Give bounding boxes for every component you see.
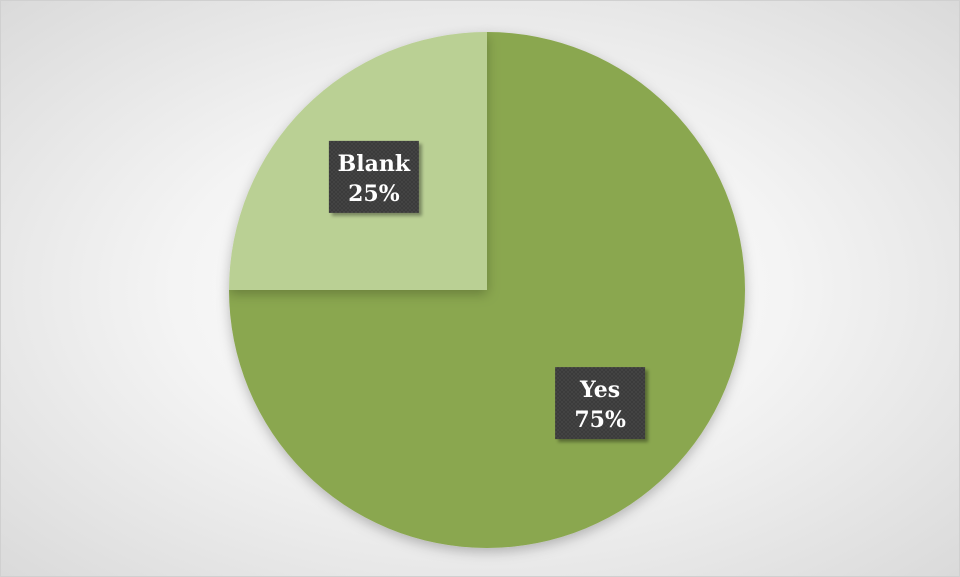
pie-data-labels: Yes 75% Blank 25% <box>328 140 646 440</box>
data-label-yes: Yes 75% <box>555 367 646 440</box>
data-label-category-yes: Yes <box>579 377 620 403</box>
data-label-box-blank <box>328 140 419 213</box>
data-label-blank: Blank 25% <box>328 140 419 213</box>
pie-slices <box>229 32 745 548</box>
data-label-value-yes: 75% <box>574 407 626 433</box>
data-label-category-blank: Blank <box>338 151 411 177</box>
data-label-value-blank: 25% <box>348 181 400 207</box>
data-label-box-yes <box>555 367 646 440</box>
